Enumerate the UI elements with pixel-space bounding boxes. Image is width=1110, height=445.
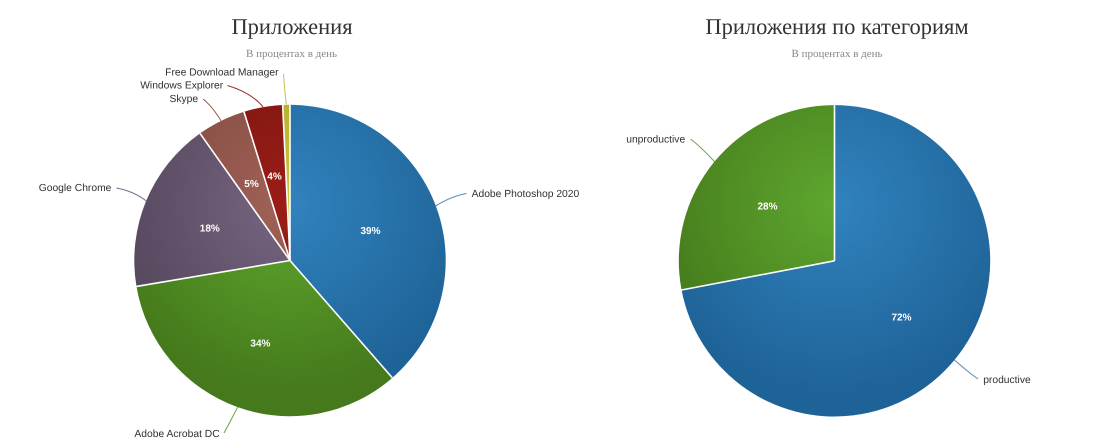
svg-text:Приложения: Приложения [231, 14, 352, 39]
svg-text:28%: 28% [757, 201, 777, 212]
svg-text:В процентах в день: В процентах в день [246, 48, 337, 60]
svg-text:Skype: Skype [169, 94, 198, 105]
svg-text:Adobe Acrobat DC: Adobe Acrobat DC [134, 429, 220, 440]
svg-text:34%: 34% [250, 339, 270, 350]
svg-text:Adobe Photoshop 2020: Adobe Photoshop 2020 [472, 189, 580, 200]
svg-text:18%: 18% [200, 223, 220, 234]
svg-text:72%: 72% [891, 312, 911, 323]
svg-text:Free Download Manager: Free Download Manager [165, 68, 279, 79]
svg-text:Google Chrome: Google Chrome [39, 183, 112, 194]
svg-text:productive: productive [983, 375, 1031, 386]
svg-text:unproductive: unproductive [626, 134, 685, 145]
svg-text:5%: 5% [244, 179, 259, 190]
svg-text:39%: 39% [360, 226, 380, 237]
svg-text:В процентах в день: В процентах в день [791, 48, 882, 60]
svg-text:Приложения по категориям: Приложения по категориям [705, 14, 968, 39]
svg-text:4%: 4% [267, 172, 282, 183]
svg-text:Windows Explorer: Windows Explorer [140, 81, 224, 92]
